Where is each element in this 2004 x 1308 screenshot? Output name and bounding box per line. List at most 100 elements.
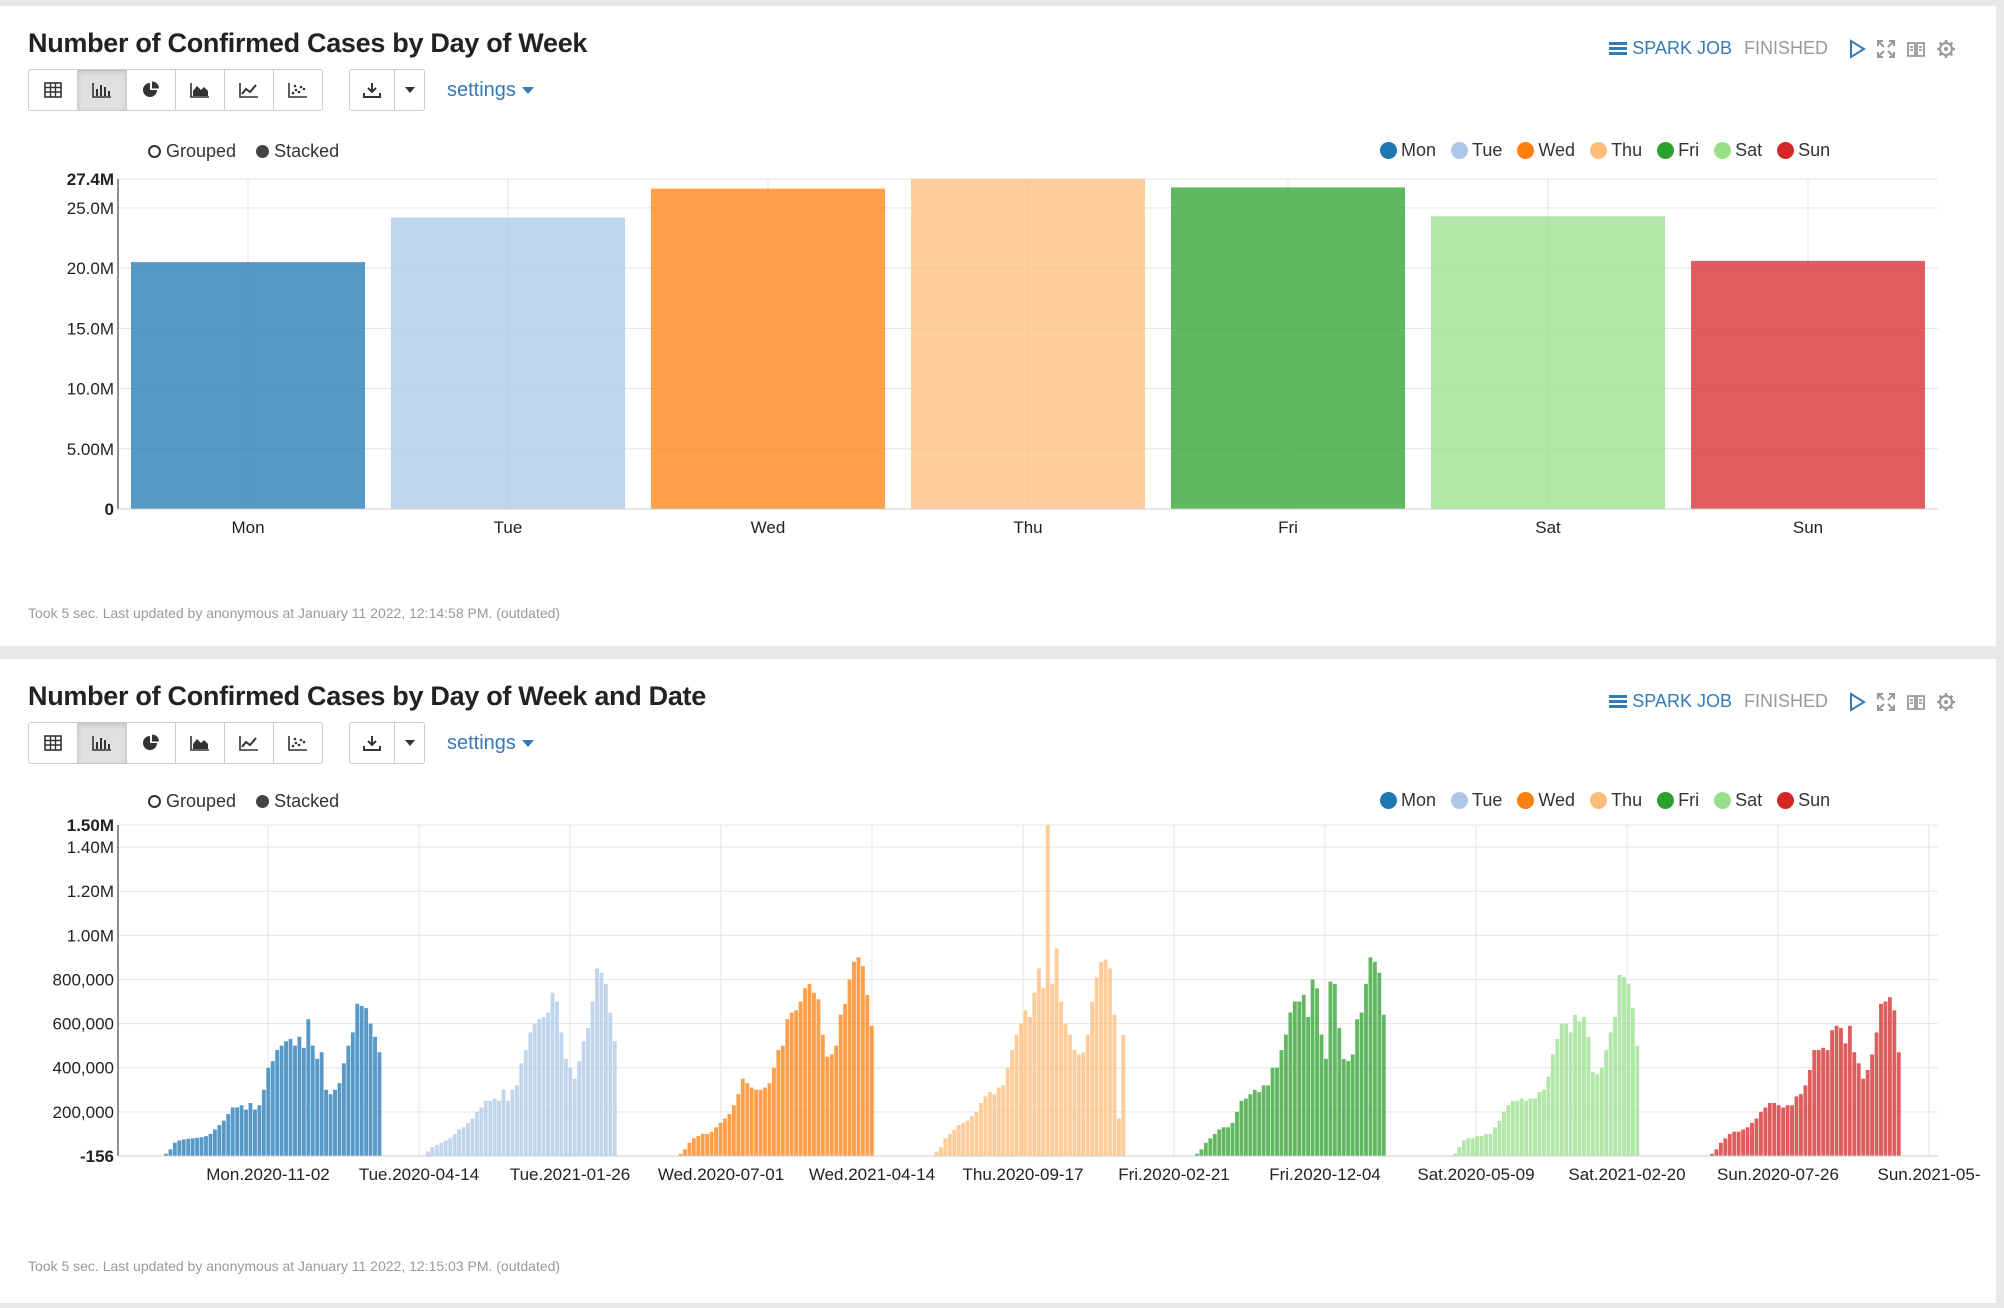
legend-item-tue[interactable]: Tue bbox=[1451, 140, 1502, 161]
bar[interactable] bbox=[1732, 1131, 1737, 1156]
run-icon[interactable] bbox=[1848, 38, 1866, 59]
bar[interactable] bbox=[723, 1118, 727, 1156]
bar[interactable] bbox=[1830, 1030, 1834, 1156]
bar[interactable] bbox=[1821, 1047, 1826, 1156]
gear-icon[interactable] bbox=[1936, 692, 1956, 712]
bar[interactable] bbox=[939, 1147, 943, 1156]
bar[interactable] bbox=[1032, 992, 1037, 1156]
bar[interactable] bbox=[780, 1045, 785, 1156]
bar[interactable] bbox=[987, 1091, 992, 1156]
bar[interactable] bbox=[1297, 1001, 1302, 1156]
bar[interactable] bbox=[807, 983, 812, 1156]
legend-item-wed[interactable]: Wed bbox=[1517, 790, 1575, 811]
bar[interactable] bbox=[1453, 1153, 1457, 1156]
bar[interactable] bbox=[1790, 1105, 1794, 1156]
bar[interactable] bbox=[1041, 988, 1046, 1156]
bar[interactable] bbox=[776, 1050, 781, 1156]
bar[interactable] bbox=[270, 1061, 275, 1156]
bar[interactable] bbox=[603, 983, 608, 1156]
bar[interactable] bbox=[190, 1138, 195, 1156]
bar[interactable] bbox=[1319, 1034, 1324, 1156]
bar[interactable] bbox=[368, 1023, 373, 1156]
bar[interactable] bbox=[457, 1129, 462, 1156]
bar[interactable] bbox=[1059, 1001, 1063, 1156]
bar[interactable] bbox=[789, 1012, 794, 1156]
bar[interactable] bbox=[1355, 1019, 1360, 1156]
bar[interactable] bbox=[1776, 1105, 1781, 1156]
bar[interactable] bbox=[1372, 961, 1377, 1156]
bar[interactable] bbox=[466, 1122, 470, 1156]
bar[interactable] bbox=[541, 1016, 546, 1156]
bar[interactable] bbox=[568, 1067, 573, 1156]
bar[interactable] bbox=[248, 1103, 253, 1156]
bar[interactable] bbox=[239, 1105, 244, 1156]
bar[interactable] bbox=[1368, 957, 1373, 1156]
grouped-radio[interactable] bbox=[148, 145, 161, 158]
bar[interactable] bbox=[1466, 1138, 1471, 1156]
book-icon[interactable] bbox=[1906, 692, 1926, 712]
bar[interactable] bbox=[284, 1041, 288, 1156]
bar[interactable] bbox=[1226, 1127, 1231, 1156]
bar[interactable] bbox=[1235, 1111, 1239, 1156]
bar[interactable] bbox=[943, 1138, 948, 1156]
bar[interactable] bbox=[1564, 1023, 1569, 1156]
bar[interactable] bbox=[221, 1120, 226, 1156]
bar[interactable] bbox=[1524, 1100, 1529, 1156]
bar[interactable] bbox=[1301, 994, 1306, 1156]
bar[interactable] bbox=[1337, 1027, 1342, 1156]
bar[interactable] bbox=[430, 1147, 435, 1156]
bar-tue[interactable] bbox=[391, 217, 625, 509]
bar[interactable] bbox=[1116, 1118, 1121, 1156]
bar[interactable] bbox=[785, 1019, 790, 1156]
bar[interactable] bbox=[1763, 1107, 1768, 1156]
bar[interactable] bbox=[1068, 1034, 1072, 1156]
bar[interactable] bbox=[510, 1089, 515, 1156]
bar[interactable] bbox=[1758, 1111, 1763, 1156]
bar[interactable] bbox=[519, 1063, 524, 1156]
bar[interactable] bbox=[1555, 1039, 1560, 1156]
bar[interactable] bbox=[865, 994, 870, 1156]
bar[interactable] bbox=[1506, 1105, 1511, 1156]
bar[interactable] bbox=[1515, 1100, 1520, 1156]
bar[interactable] bbox=[745, 1083, 750, 1156]
bar[interactable] bbox=[736, 1094, 741, 1156]
bar[interactable] bbox=[1001, 1085, 1006, 1156]
bar[interactable] bbox=[1573, 1014, 1577, 1156]
bar[interactable] bbox=[275, 1050, 280, 1156]
bar[interactable] bbox=[550, 992, 555, 1156]
bar[interactable] bbox=[1635, 1045, 1640, 1156]
legend-item-sun[interactable]: Sun bbox=[1777, 790, 1830, 811]
legend-item-sat[interactable]: Sat bbox=[1714, 790, 1762, 811]
stacked-radio[interactable] bbox=[256, 795, 270, 808]
bar[interactable] bbox=[599, 972, 604, 1156]
bar[interactable] bbox=[612, 1041, 617, 1156]
bar[interactable] bbox=[691, 1138, 696, 1156]
bar[interactable] bbox=[714, 1127, 719, 1156]
bar[interactable] bbox=[1856, 1063, 1861, 1156]
bar[interactable] bbox=[829, 1054, 834, 1156]
bar[interactable] bbox=[1892, 1010, 1897, 1156]
bar[interactable] bbox=[1847, 1025, 1852, 1156]
bar[interactable] bbox=[1736, 1131, 1741, 1156]
bar[interactable] bbox=[1559, 1023, 1564, 1156]
bar[interactable] bbox=[1839, 1027, 1843, 1156]
bar[interactable] bbox=[1870, 1054, 1875, 1156]
bar[interactable] bbox=[1590, 1072, 1595, 1156]
bar[interactable] bbox=[869, 1025, 874, 1156]
spark-job-link[interactable]: SPARK JOB bbox=[1608, 38, 1732, 59]
bar[interactable] bbox=[1310, 979, 1315, 1156]
bar[interactable] bbox=[1816, 1050, 1821, 1156]
bar[interactable] bbox=[515, 1085, 519, 1156]
bar[interactable] bbox=[364, 1008, 369, 1156]
download-dropdown-button[interactable] bbox=[395, 69, 425, 111]
bar[interactable] bbox=[181, 1139, 186, 1156]
bar[interactable] bbox=[301, 1047, 306, 1156]
bar[interactable] bbox=[253, 1109, 257, 1156]
bar[interactable] bbox=[1023, 1010, 1028, 1156]
bar[interactable] bbox=[1014, 1034, 1019, 1156]
bar[interactable] bbox=[1879, 1003, 1883, 1156]
bar[interactable] bbox=[1510, 1100, 1515, 1156]
bar[interactable] bbox=[1054, 948, 1059, 1156]
download-button[interactable] bbox=[349, 69, 395, 111]
legend-item-thu[interactable]: Thu bbox=[1590, 790, 1642, 811]
